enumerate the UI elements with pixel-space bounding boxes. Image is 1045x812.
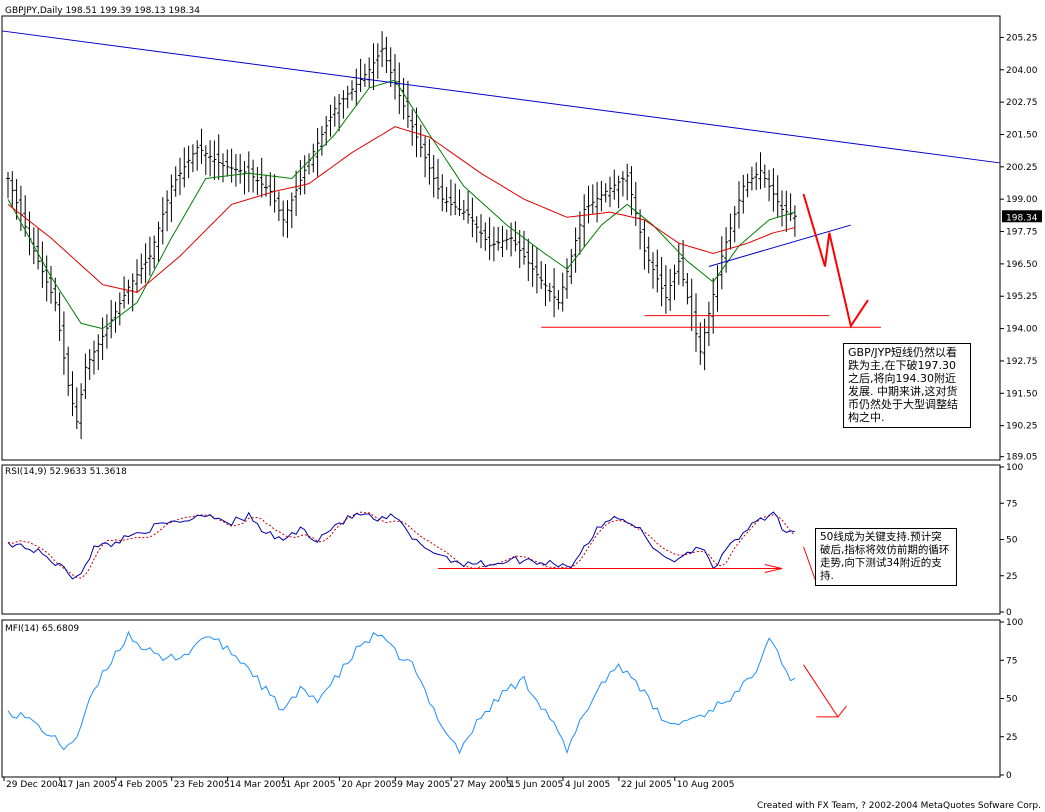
x-tick-label: 14 Mar 2005 [230, 780, 287, 790]
x-tick-label: 29 Dec 2004 [6, 780, 64, 790]
mfi-pane: 100 75 50 25 0 MFI(14) 65.6809 [1, 618, 1023, 781]
x-tick-label: 22 Jul 2005 [621, 780, 672, 790]
trendline-support [708, 224, 851, 267]
price-y-tick-label: 205.25 [1006, 33, 1038, 43]
mfi-y-tick-label: 100 [1006, 618, 1023, 628]
rsi-y-tick-label: 75 [1006, 499, 1017, 509]
x-tick-label: 4 Feb 2005 [118, 780, 168, 790]
last-price-label: 198.34 [1006, 213, 1038, 223]
price-y-tick-label: 204.00 [1006, 66, 1038, 76]
price-y-tick-label: 195.25 [1006, 292, 1038, 302]
mfi-line [7, 630, 796, 755]
x-tick-label: 17 Jan 2005 [62, 780, 116, 790]
mfi-y-tick-label: 0 [1006, 771, 1012, 781]
price-pane-title: GBPJPY,Daily 198.51 199.39 198.13 198.34 [5, 6, 200, 16]
rsi-y-tick-label: 0 [1006, 608, 1012, 618]
mfi-forecast-arrow [803, 664, 847, 718]
price-y-tick-label: 194.00 [1006, 325, 1038, 335]
mfi-y-tick-label: 50 [1006, 695, 1018, 705]
rsi-arrowhead [764, 564, 783, 573]
x-tick-label: 20 Apr 2005 [341, 780, 397, 790]
x-tick-label: 9 May 2005 [397, 780, 450, 790]
mfi-y-tick-label: 25 [1006, 733, 1017, 743]
x-tick-label: 1 Apr 2005 [286, 780, 336, 790]
rsi-note: 50线成为关键支持.预计突破后,指标将效仿前期的循环走势,向下测试34附近的支持… [815, 528, 957, 586]
mfi-y-tick-label: 75 [1006, 656, 1017, 666]
ma-slow-line [7, 126, 796, 293]
price-y-tick-label: 192.75 [1006, 357, 1038, 367]
price-pane-frame [1, 15, 1001, 461]
mfi-pane-frame [1, 619, 1001, 778]
price-note: GBP/JYP短线仍然以看跌为主,在下破197.30之后,将向194.30附近发… [843, 343, 971, 428]
rsi-line [7, 511, 796, 580]
price-y-tick-label: 202.75 [1006, 98, 1038, 108]
forecast-arrow [802, 193, 869, 329]
rsi-signal-line [7, 511, 796, 579]
footer-credit: Created with FX Team, ? 2002-2004 MetaQu… [756, 801, 1041, 811]
price-y-tick-label: 197.75 [1006, 228, 1038, 238]
x-tick-label: 10 Aug 2005 [677, 780, 735, 790]
rsi-down-arrow [803, 546, 817, 584]
price-y-tick-label: 190.25 [1006, 422, 1038, 432]
price-pane: 205.25 204.00 202.75 201.50 200.25 199.00 197.… [1, 6, 1042, 463]
rsi-y-tick-label: 25 [1006, 572, 1017, 582]
rsi-pane-title: RSI(14,9) 52.9633 51.3618 [5, 467, 127, 477]
x-tick-label: 15 Jun 2005 [509, 780, 563, 790]
last-price-marker [1002, 210, 1042, 223]
price-y-tick-label: 201.50 [1006, 130, 1038, 140]
x-tick-label: 27 May 2005 [453, 780, 512, 790]
price-y-tick-label: 196.50 [1006, 260, 1038, 270]
x-tick-label: 23 Feb 2005 [174, 780, 230, 790]
price-y-tick-label: 189.05 [1006, 453, 1038, 463]
ma-fast-line [7, 79, 796, 330]
rsi-y-tick-label: 100 [1006, 463, 1023, 473]
x-tick-label: 4 Jul 2005 [565, 780, 610, 790]
trendline-resistance [1, 30, 1001, 164]
mfi-pane-title: MFI(14) 65.6809 [5, 624, 79, 634]
price-y-tick-label: 191.50 [1006, 389, 1038, 399]
rsi-pane: 100 75 50 25 0 RSI(14,9) 52.9633 51.3618 [1, 463, 1023, 618]
price-y-tick-label: 199.00 [1006, 195, 1038, 205]
price-y-tick-label: 200.25 [1006, 163, 1038, 173]
rsi-y-tick-label: 50 [1006, 536, 1018, 546]
